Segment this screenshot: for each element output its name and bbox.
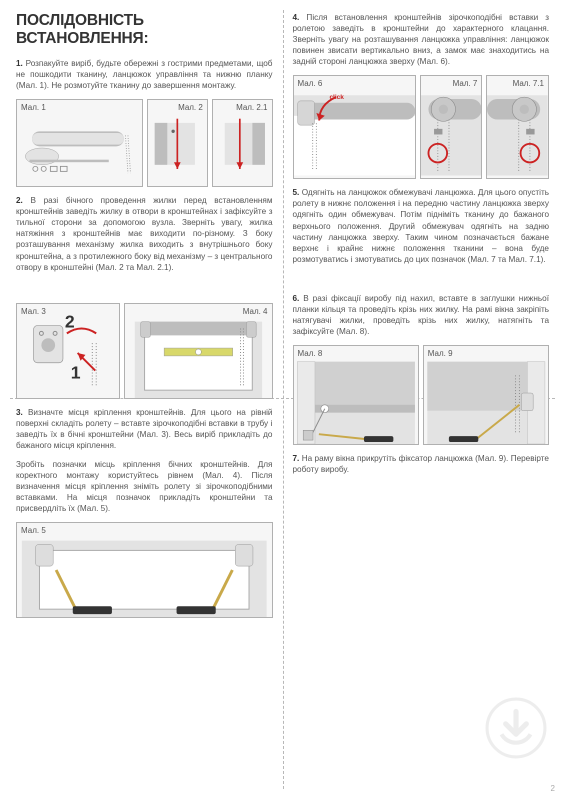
fig-21-svg — [213, 100, 272, 186]
fig-7-label: Мал. 7 — [453, 79, 478, 88]
fig-row-4: Мал. 6 click Мал. 7 — [293, 75, 550, 179]
fig-2: Мал. 2 — [147, 99, 208, 187]
page-title: ПОСЛІДОВНІСТЬ ВСТАНОВЛЕННЯ: — [16, 12, 273, 48]
fig-21-label: Мал. 2.1 — [236, 103, 267, 112]
step-3b-text: Зробіть позначки місць кріплення бічних … — [16, 459, 273, 514]
fig-2-label: Мал. 2 — [178, 103, 203, 112]
step-7-text: 7. На раму вікна прикрутіть фіксатор лан… — [293, 453, 550, 475]
watermark-icon — [485, 697, 547, 759]
fig-71-label: Мал. 7.1 — [513, 79, 544, 88]
fig-8-label: Мал. 8 — [298, 349, 323, 358]
fig-6-svg: click — [294, 76, 415, 178]
fig-row-2: Мал. 3 1 2 Мал. 4 — [16, 303, 273, 399]
fig-row-1: Мал. 1 Мал. 2 — [16, 99, 273, 187]
step-6-text: 6. В разі фіксації виробу під нахил, вст… — [293, 293, 550, 337]
fig-8: Мал. 8 — [293, 345, 419, 445]
step-3a-text: 3. Визначте місця кріплення кронштейнів.… — [16, 407, 273, 451]
right-column: 4. Після встановлення кронштейнів зірочк… — [283, 0, 565, 799]
fig-6-label: Мал. 6 — [298, 79, 323, 88]
step-1-text: 1. Розпакуйте виріб, будьте обережні з г… — [16, 58, 273, 91]
fig-4-svg — [125, 304, 272, 398]
fig-9-svg — [424, 346, 548, 444]
step-4-text: 4. Після встановлення кронштейнів зірочк… — [293, 12, 550, 67]
fig-row-3: Мал. 5 — [16, 522, 273, 618]
fig-7-svg — [421, 76, 482, 178]
fig-5-label: Мал. 5 — [21, 526, 46, 535]
fig-4-label: Мал. 4 — [243, 307, 268, 316]
svg-text:2: 2 — [65, 311, 75, 331]
fig-1-label: Мал. 1 — [21, 103, 46, 112]
fig-6: Мал. 6 click — [293, 75, 416, 179]
step-2-text: 2. В разі бічного проведення жилки перед… — [16, 195, 273, 272]
fig-2-svg — [148, 100, 207, 186]
fig-row-5: Мал. 8 Мал. 9 — [293, 345, 550, 445]
fig-9: Мал. 9 — [423, 345, 549, 445]
vertical-divider — [283, 10, 284, 789]
fig-1: Мал. 1 — [16, 99, 143, 187]
page-number: 2 — [551, 784, 555, 793]
svg-text:1: 1 — [71, 362, 81, 382]
fig-5-svg — [17, 523, 272, 617]
fig-7: Мал. 7 — [420, 75, 483, 179]
fig-21: Мал. 2.1 — [212, 99, 273, 187]
fig-4: Мал. 4 — [124, 303, 273, 399]
fig-3: Мал. 3 1 2 — [16, 303, 120, 399]
fig-71-svg — [487, 76, 548, 178]
fig-8-svg — [294, 346, 418, 444]
fig-71: Мал. 7.1 — [486, 75, 549, 179]
page: ПОСЛІДОВНІСТЬ ВСТАНОВЛЕННЯ: 1. Розпакуйт… — [0, 0, 565, 799]
fig-3-svg: 1 2 — [17, 304, 119, 398]
fig-5: Мал. 5 — [16, 522, 273, 618]
fig-1-svg — [17, 100, 142, 186]
left-column: ПОСЛІДОВНІСТЬ ВСТАНОВЛЕННЯ: 1. Розпакуйт… — [0, 0, 283, 799]
step-5-text: 5. Одягніть на ланцюжок обмежувачі ланцю… — [293, 187, 550, 264]
svg-text:click: click — [329, 94, 344, 101]
fig-9-label: Мал. 9 — [428, 349, 453, 358]
fig-3-label: Мал. 3 — [21, 307, 46, 316]
